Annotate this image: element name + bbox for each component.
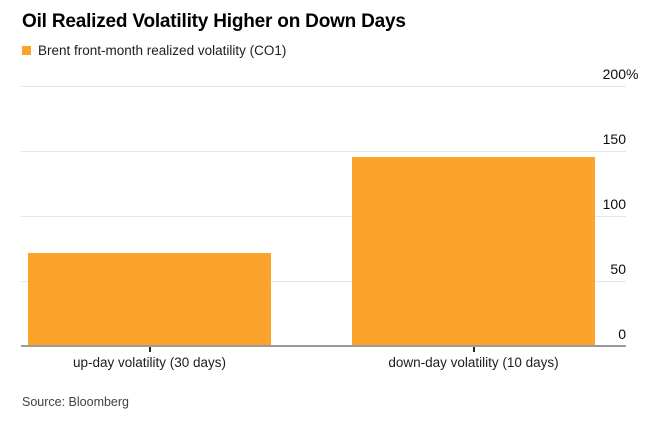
legend: Brent front-month realized volatility (C… [22, 43, 286, 58]
gridline-100 [21, 216, 626, 217]
legend-swatch-icon [22, 46, 31, 55]
y-axis-label-0: 0 [618, 326, 626, 342]
x-axis-tick-2 [472, 347, 475, 352]
x-axis-label-2: down-day volatility (10 days) [388, 355, 559, 370]
gridline-200 [21, 86, 626, 87]
chart-title: Oil Realized Volatility Higher on Down D… [22, 11, 406, 32]
y-axis-unit: % [626, 66, 639, 82]
plot-area: 0 50 100 150 200% up-day volatility (30 days)… [21, 67, 638, 370]
x-axis-line [21, 345, 626, 347]
y-axis-label-100: 100 [602, 196, 626, 212]
bar-1 [28, 252, 271, 345]
source-text: Source: Bloomberg [22, 395, 130, 409]
gridline-150 [21, 151, 626, 152]
y-axis-label-200: 200% [602, 66, 639, 82]
x-axis-label-1: up-day volatility (30 days) [72, 355, 227, 370]
y-axis-label-150: 150 [602, 131, 626, 147]
x-axis-tick-1 [148, 347, 151, 352]
bar-2 [352, 156, 595, 345]
gridline-50 [21, 281, 626, 282]
y-axis-label-50: 50 [610, 261, 626, 277]
legend-label: Brent front-month realized volatility (C… [38, 43, 287, 58]
